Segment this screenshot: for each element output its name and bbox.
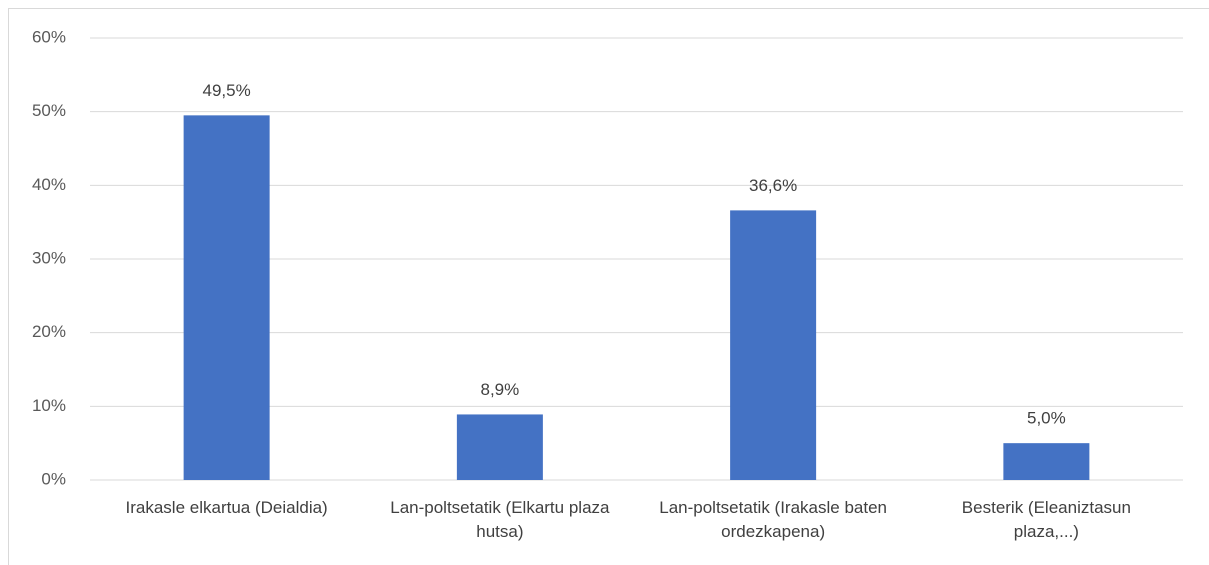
y-tick-label: 60%: [32, 27, 66, 46]
y-tick-label: 20%: [32, 322, 66, 341]
bar: [183, 115, 270, 480]
y-tick-label: 0%: [41, 469, 66, 488]
bar: [456, 414, 543, 480]
data-label: 8,9%: [481, 380, 520, 399]
y-tick-label: 40%: [32, 175, 66, 194]
x-tick-label: Irakasle elkartua (Deialdia): [125, 498, 328, 517]
x-tick-label: Lan-poltsetatik (Elkartu plaza hutsa): [390, 498, 610, 541]
y-tick-label: 30%: [32, 248, 66, 267]
chart-border: [8, 8, 1209, 565]
data-label: 36,6%: [749, 176, 797, 195]
data-label: 5,0%: [1027, 409, 1066, 428]
data-label: 49,5%: [203, 81, 251, 100]
y-tick-label: 10%: [32, 396, 66, 415]
y-tick-label: 50%: [32, 101, 66, 120]
x-tick-label: Lan-poltsetatik (Irakasle baten ordezkap…: [659, 498, 887, 541]
bar: [730, 210, 817, 480]
x-tick-label: Besterik (Eleaniztasun plaza,...): [961, 498, 1131, 541]
bar: [1003, 443, 1090, 480]
